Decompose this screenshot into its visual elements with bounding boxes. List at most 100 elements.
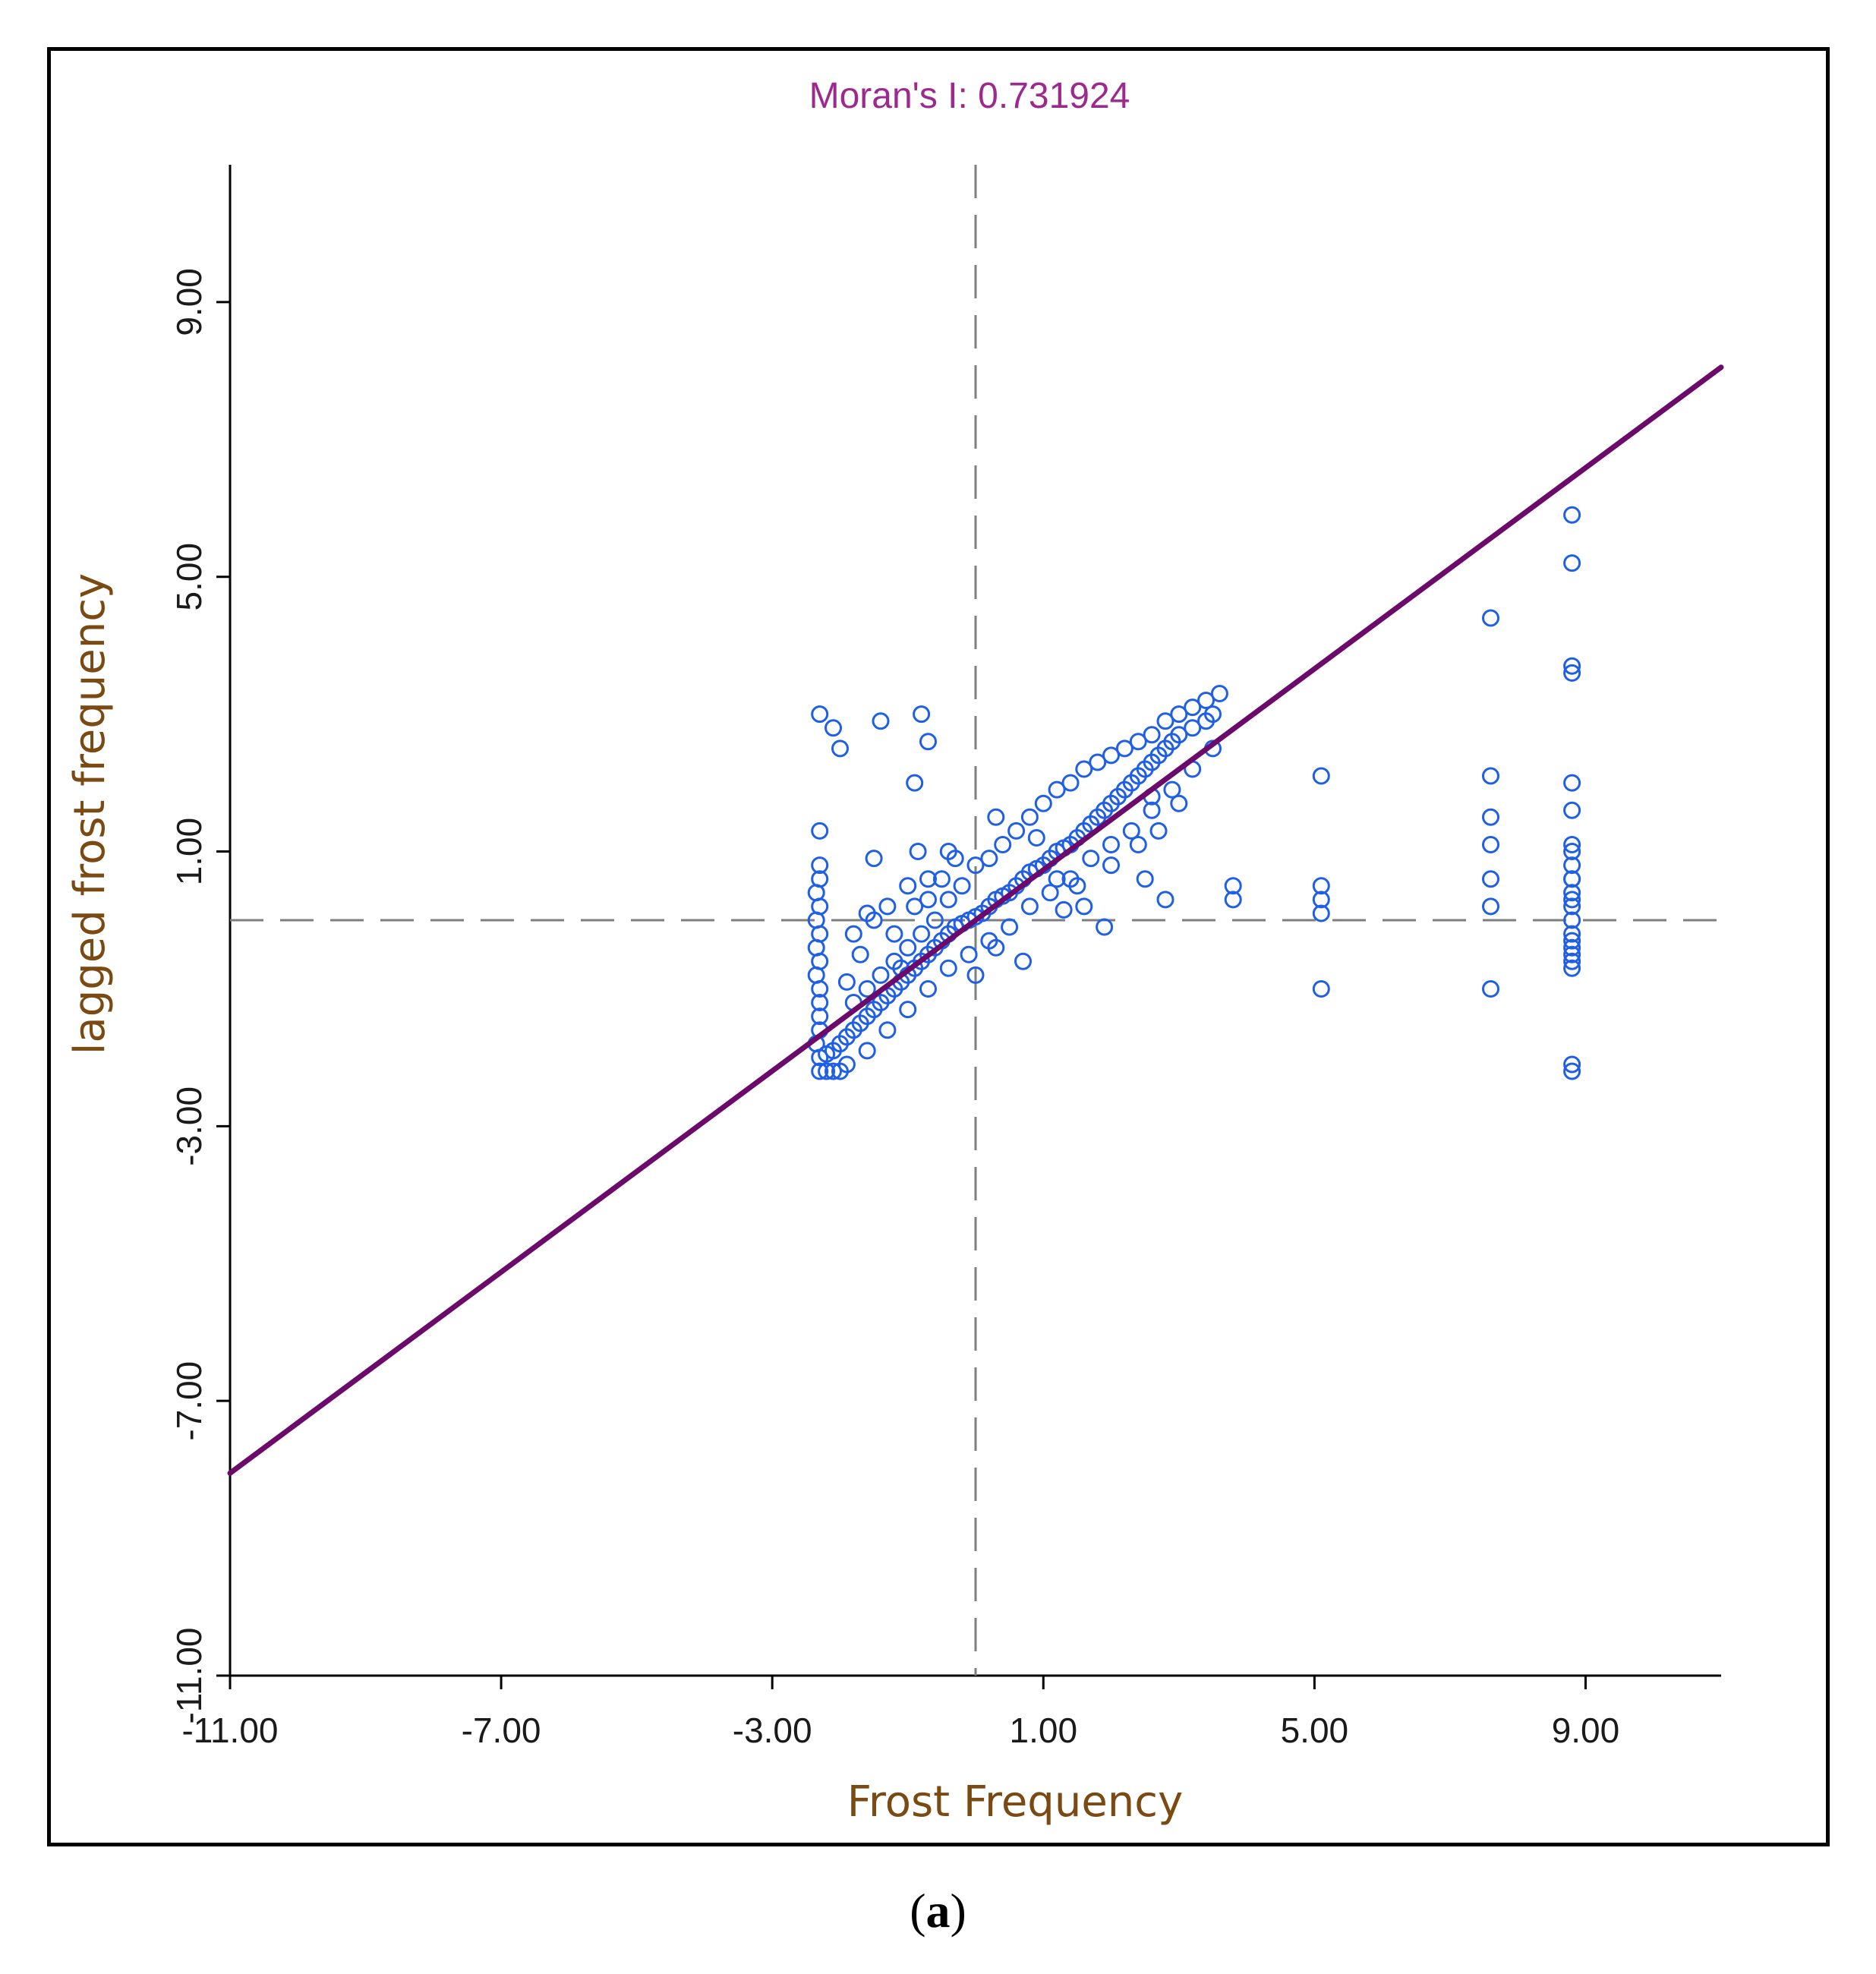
data-point (811, 1062, 829, 1080)
data-point (1149, 821, 1168, 840)
data-point (994, 836, 1012, 853)
data-point (913, 705, 931, 724)
data-point (966, 856, 985, 875)
data-point (953, 877, 971, 895)
data-point (1312, 767, 1330, 785)
data-point (1563, 938, 1581, 957)
data-point (1102, 836, 1120, 853)
data-point (1563, 911, 1581, 929)
data-point (1563, 1062, 1581, 1080)
data-point (1563, 843, 1581, 860)
chart-frame: Moran's I: 0.731924 -11.00 -7.00 -3.00 1.00… (47, 47, 1830, 1846)
data-point (1075, 760, 1093, 778)
x-tick-label: 5.00 (1281, 1711, 1349, 1750)
data-point (811, 1007, 829, 1026)
moran-scatter-chart: Moran's I: 0.731924 -11.00 -7.00 -3.00 1.00… (65, 76, 1724, 1827)
data-point (939, 891, 957, 909)
data-point (1563, 932, 1581, 950)
data-point (831, 739, 849, 758)
data-point (837, 973, 856, 991)
data-point (1224, 877, 1242, 895)
data-point (1115, 739, 1133, 758)
data-point (1563, 945, 1581, 963)
ticks: -11.00 -7.00 -3.00 1.00 5.00 9.00 -11.00 -7.00 -… (169, 268, 1619, 1750)
data-point (1102, 746, 1120, 765)
data-point (987, 808, 1005, 826)
data-point (1170, 705, 1188, 724)
data-point (987, 938, 1005, 957)
data-point (1312, 891, 1330, 909)
data-point (1482, 897, 1499, 916)
x-tick-label: 1.00 (1010, 1711, 1078, 1750)
data-point (858, 1042, 876, 1060)
data-point (939, 959, 957, 977)
y-axis-label: lagged frost frequency (65, 573, 115, 1055)
data-point (851, 945, 869, 963)
data-point (1143, 801, 1161, 819)
regression-line-group (227, 364, 1724, 1476)
data-point (824, 719, 842, 737)
data-point (818, 1062, 836, 1080)
data-point (1563, 774, 1581, 792)
data-point (906, 774, 924, 792)
data-point (1170, 726, 1188, 744)
data-point (980, 850, 998, 868)
data-point (1563, 801, 1581, 819)
data-point (906, 897, 924, 916)
data-point (872, 712, 890, 730)
data-point (844, 925, 862, 943)
data-point (932, 870, 951, 888)
data-point (1014, 952, 1032, 970)
regression-line (227, 364, 1724, 1476)
data-point (966, 966, 985, 984)
data-point (837, 1055, 856, 1074)
data-point (1129, 733, 1147, 751)
data-point (1563, 891, 1581, 909)
data-point (1204, 705, 1222, 724)
data-point (1184, 719, 1202, 737)
data-point (899, 1001, 917, 1019)
data-point (811, 705, 829, 724)
data-points (807, 506, 1581, 1080)
y-tick-label: -7.00 (169, 1361, 209, 1441)
data-point (1563, 836, 1581, 853)
y-tick-label: 9.00 (169, 268, 209, 336)
data-point (1482, 609, 1499, 627)
data-point (1089, 753, 1107, 771)
data-point (1482, 767, 1499, 785)
data-point (919, 870, 937, 888)
data-point (1020, 808, 1039, 826)
data-point (1096, 918, 1114, 936)
y-tick-label: -11.00 (169, 1627, 209, 1723)
data-point (1563, 952, 1581, 970)
data-point (811, 856, 829, 875)
data-point (1082, 850, 1100, 868)
data-point (1020, 897, 1039, 916)
data-point (1210, 685, 1228, 702)
data-point (919, 980, 937, 998)
data-point (1563, 657, 1581, 675)
data-point (1224, 891, 1242, 909)
data-point (872, 966, 890, 984)
data-point (865, 850, 883, 868)
data-point (1156, 712, 1174, 730)
x-tick-label: -3.00 (733, 1711, 812, 1750)
data-point (1563, 959, 1581, 977)
data-point (909, 843, 927, 860)
data-point (919, 733, 937, 751)
data-point (1156, 891, 1174, 909)
data-point (1007, 821, 1026, 840)
data-point (1563, 897, 1581, 916)
y-tick-label: -3.00 (169, 1086, 209, 1166)
data-point (1129, 836, 1147, 853)
data-point (1563, 856, 1581, 875)
data-point (1563, 870, 1581, 888)
data-point (1312, 877, 1330, 895)
x-axis-label: Frost Frequency (847, 1777, 1183, 1827)
data-point (811, 821, 829, 840)
data-point (1034, 794, 1052, 812)
data-point (858, 980, 876, 998)
caption-open-paren: ( (910, 1884, 926, 1938)
data-point (1563, 664, 1581, 682)
data-point (885, 925, 903, 943)
